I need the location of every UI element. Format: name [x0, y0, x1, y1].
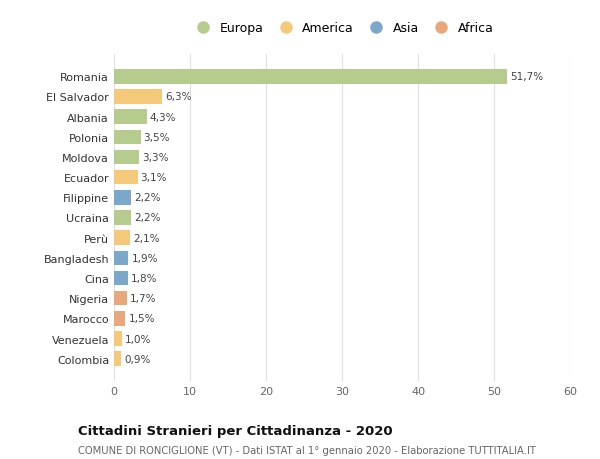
- Text: 1,8%: 1,8%: [131, 274, 157, 283]
- Bar: [114, 331, 122, 346]
- Bar: [114, 171, 137, 185]
- Text: 3,5%: 3,5%: [143, 133, 170, 142]
- Text: 3,3%: 3,3%: [142, 153, 169, 162]
- Bar: [114, 90, 162, 105]
- Text: 4,3%: 4,3%: [150, 112, 176, 123]
- Bar: [114, 151, 139, 165]
- Text: 1,0%: 1,0%: [125, 334, 151, 344]
- Legend: Europa, America, Asia, Africa: Europa, America, Asia, Africa: [191, 22, 493, 35]
- Text: 2,2%: 2,2%: [134, 213, 160, 223]
- Text: Cittadini Stranieri per Cittadinanza - 2020: Cittadini Stranieri per Cittadinanza - 2…: [78, 425, 392, 437]
- Bar: [114, 271, 128, 285]
- Bar: [114, 190, 131, 205]
- Text: 1,9%: 1,9%: [131, 253, 158, 263]
- Bar: [114, 311, 125, 326]
- Bar: [114, 110, 146, 125]
- Bar: [114, 291, 127, 306]
- Bar: [114, 70, 507, 84]
- Text: 1,7%: 1,7%: [130, 294, 157, 303]
- Text: 1,5%: 1,5%: [128, 313, 155, 324]
- Bar: [114, 231, 130, 246]
- Bar: [114, 352, 121, 366]
- Text: 3,1%: 3,1%: [140, 173, 167, 183]
- Text: 2,2%: 2,2%: [134, 193, 160, 203]
- Text: 0,9%: 0,9%: [124, 354, 150, 364]
- Bar: [114, 211, 131, 225]
- Bar: [114, 251, 128, 265]
- Text: 2,1%: 2,1%: [133, 233, 160, 243]
- Text: 51,7%: 51,7%: [510, 72, 543, 82]
- Text: COMUNE DI RONCIGLIONE (VT) - Dati ISTAT al 1° gennaio 2020 - Elaborazione TUTTIT: COMUNE DI RONCIGLIONE (VT) - Dati ISTAT …: [78, 445, 536, 455]
- Text: 6,3%: 6,3%: [165, 92, 191, 102]
- Bar: [114, 130, 140, 145]
